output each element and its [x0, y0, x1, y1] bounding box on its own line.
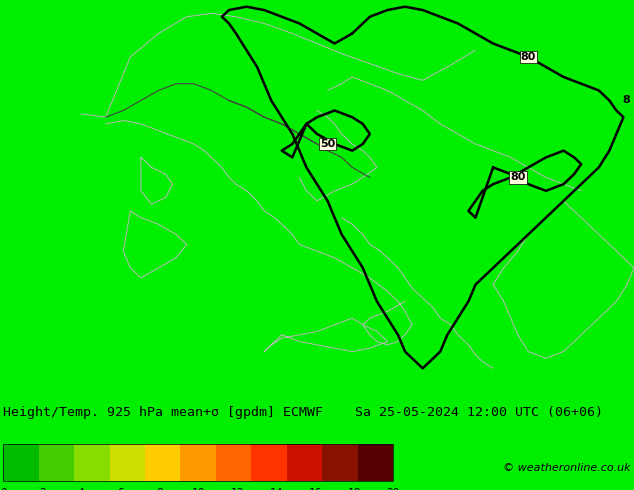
Text: 6: 6 — [117, 488, 124, 490]
Text: 20: 20 — [386, 488, 400, 490]
Bar — [322, 444, 358, 481]
Bar — [358, 444, 393, 481]
Text: 12: 12 — [230, 488, 244, 490]
Text: Height/Temp. 925 hPa mean+σ [gpdm] ECMWF    Sa 25-05-2024 12:00 UTC (06+06): Height/Temp. 925 hPa mean+σ [gpdm] ECMWF… — [3, 406, 603, 419]
Text: 8: 8 — [623, 96, 630, 105]
Text: 8: 8 — [156, 488, 162, 490]
Text: 4: 4 — [78, 488, 84, 490]
Bar — [3, 444, 393, 481]
Text: 18: 18 — [347, 488, 361, 490]
Bar — [145, 444, 181, 481]
Bar — [287, 444, 322, 481]
Bar — [3, 444, 39, 481]
Text: 0: 0 — [0, 488, 6, 490]
Text: 14: 14 — [269, 488, 283, 490]
Bar — [110, 444, 145, 481]
Text: 50: 50 — [320, 139, 335, 149]
Text: 2: 2 — [39, 488, 46, 490]
Bar — [216, 444, 251, 481]
Bar — [74, 444, 110, 481]
Text: 80: 80 — [521, 52, 536, 62]
Text: 80: 80 — [510, 172, 526, 182]
Bar — [39, 444, 74, 481]
Bar — [251, 444, 287, 481]
Bar — [181, 444, 216, 481]
Text: 10: 10 — [191, 488, 205, 490]
Text: © weatheronline.co.uk: © weatheronline.co.uk — [503, 463, 631, 473]
Text: 16: 16 — [308, 488, 322, 490]
